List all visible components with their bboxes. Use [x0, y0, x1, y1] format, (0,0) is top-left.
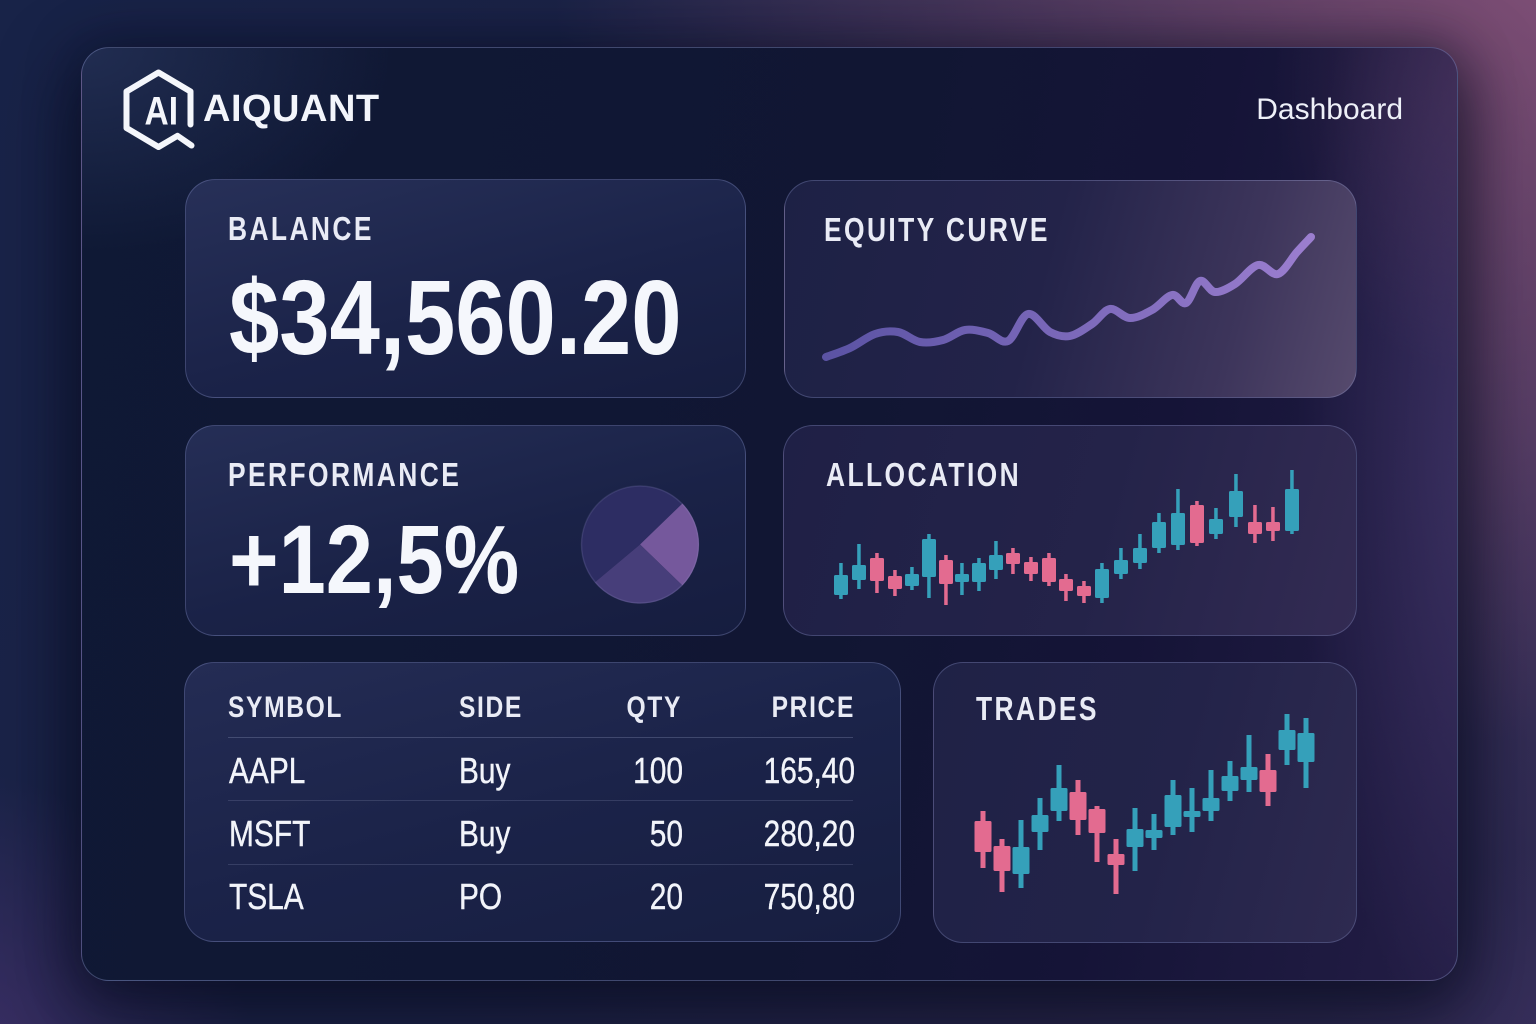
svg-text:AI: AI: [145, 90, 179, 134]
